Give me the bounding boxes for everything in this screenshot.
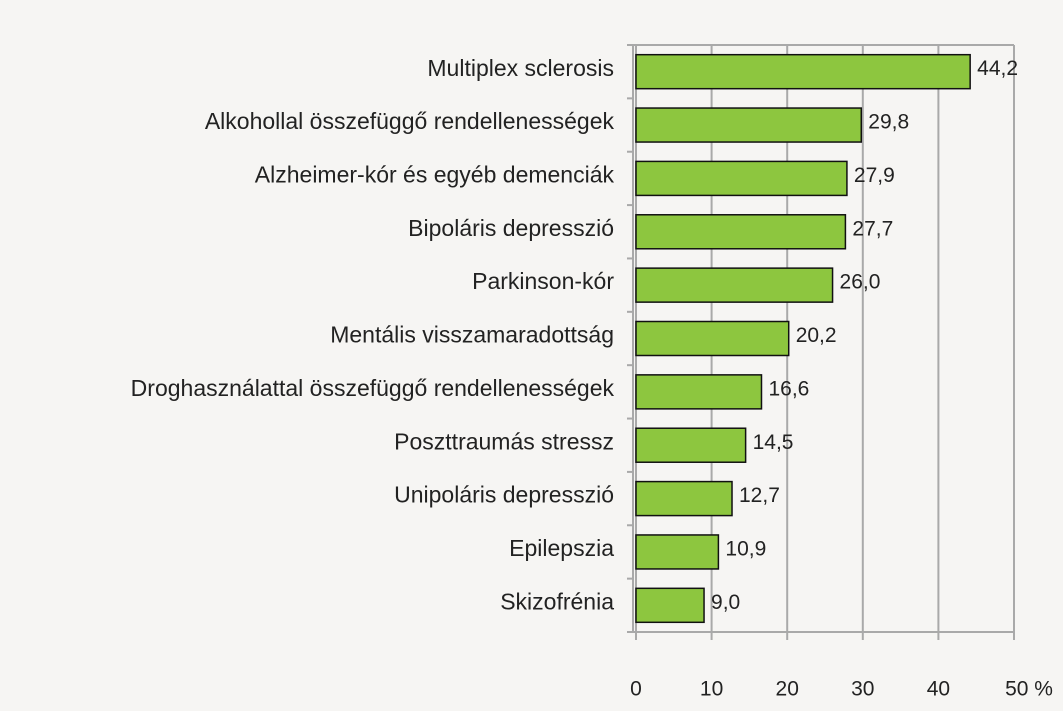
y-tick-label: Epilepszia	[509, 535, 614, 561]
value-label: 12,7	[739, 484, 780, 507]
x-tick-label: 10	[700, 678, 723, 701]
bar	[635, 267, 834, 303]
bar	[635, 214, 847, 250]
bar	[635, 107, 863, 143]
bar	[635, 374, 763, 410]
value-label: 14,5	[753, 431, 794, 454]
bar	[635, 587, 705, 624]
y-tick-label: Parkinson-kór	[472, 268, 614, 294]
y-tick-label: Poszttraumás stressz	[394, 428, 614, 454]
x-tick-label: 30	[851, 678, 874, 701]
value-label: 20,2	[796, 324, 837, 347]
value-label: 27,9	[854, 164, 895, 187]
y-tick-label: Skizofrénia	[500, 588, 614, 614]
x-tick-label: 20	[776, 678, 799, 701]
value-label: 26,0	[840, 271, 881, 294]
value-label: 10,9	[725, 538, 766, 561]
y-tick-label: Droghasználattal összefüggő rendelleness…	[131, 375, 615, 401]
bar	[635, 480, 733, 517]
bar	[635, 534, 720, 570]
bar	[635, 160, 848, 197]
x-tick-label: 0	[630, 678, 642, 701]
y-tick-label: Multiplex sclerosis	[427, 55, 614, 81]
value-label: 16,6	[768, 377, 809, 400]
bar	[635, 320, 790, 357]
bar	[635, 53, 971, 90]
x-tick-label: 50 %	[1005, 678, 1053, 701]
value-label: 44,2	[977, 57, 1018, 80]
value-label: 9,0	[711, 591, 740, 614]
y-tick-label: Alkohollal összefüggő rendellenességek	[205, 108, 615, 134]
y-tick-label: Bipoláris depresszió	[408, 215, 614, 241]
value-label: 29,8	[868, 111, 909, 134]
y-tick-label: Alzheimer-kór és egyéb demenciák	[255, 161, 615, 187]
y-tick-label: Unipoláris depresszió	[394, 482, 614, 508]
x-tick-label: 40	[927, 678, 950, 701]
value-label: 27,7	[852, 217, 893, 240]
y-tick-label: Mentális visszamaradottság	[330, 322, 614, 348]
bar	[635, 427, 747, 463]
